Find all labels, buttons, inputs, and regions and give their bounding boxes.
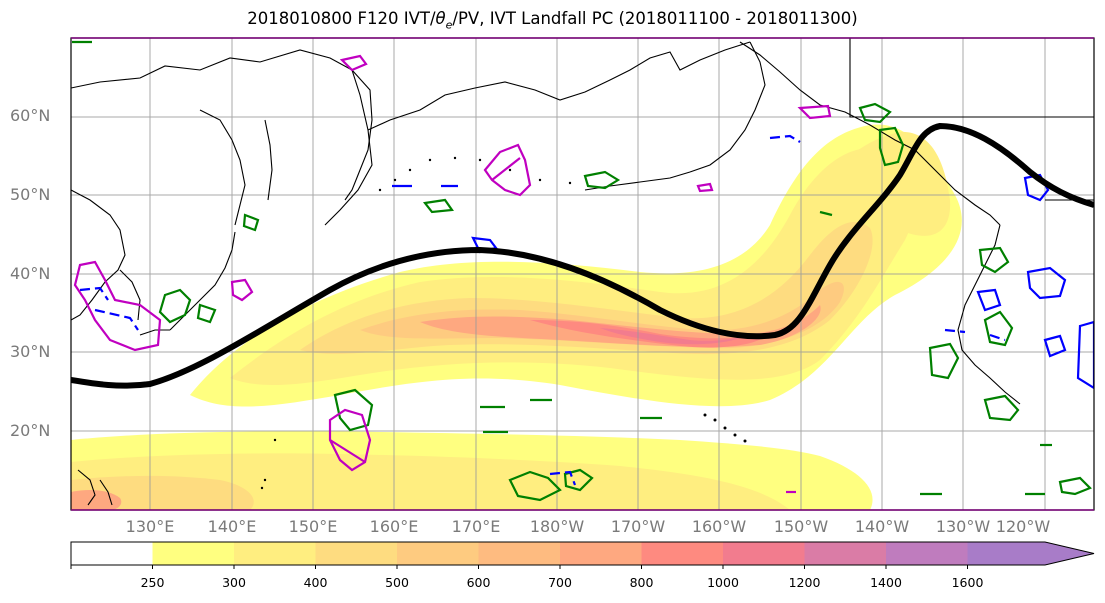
colorbar	[70, 541, 1095, 569]
colorbar-tick-label: 1600	[951, 575, 984, 590]
colorbar-tick-label: 600	[466, 575, 491, 590]
lat-label-20n: 20°N	[10, 421, 51, 440]
colorbar-segment	[71, 542, 153, 565]
green-contours	[72, 40, 1092, 502]
lon-label-160w: 160°W	[691, 517, 747, 536]
colorbar-tick-label: 800	[629, 575, 654, 590]
colorbar-tick-label: 1000	[707, 575, 739, 590]
lon-label-140w: 140°W	[854, 517, 910, 536]
map-title: 2018010800 F120 IVT/θe/PV, IVT Landfall …	[247, 9, 858, 32]
lon-label-130w: 130°W	[935, 517, 991, 536]
colorbar-extend-arrow	[967, 542, 1094, 565]
colorbar-segment	[560, 542, 642, 565]
lon-label-120w: 120°W	[995, 517, 1051, 536]
colorbar-outline	[70, 541, 1095, 566]
colorbar-tick-label: 500	[385, 575, 409, 590]
blue-contours	[79, 134, 1094, 486]
lat-label-50n: 50°N	[10, 185, 51, 204]
lat-label-40n: 40°N	[10, 264, 51, 283]
islands	[260, 156, 747, 490]
colorbar-segment	[641, 542, 724, 565]
lat-label-30n: 30°N	[10, 342, 51, 361]
lat-label-60n: 60°N	[10, 106, 51, 125]
lon-label-180w: 180°W	[529, 517, 585, 536]
lon-label-140e: 140°E	[207, 517, 257, 536]
colorbar-tick-label: 700	[548, 575, 572, 590]
colorbar-tick-label: 400	[303, 575, 328, 590]
colorbar-segment	[478, 542, 561, 565]
colorbar-segment	[397, 542, 479, 565]
colorbar-tick-label: 1200	[788, 575, 821, 590]
colorbar-segment	[804, 542, 887, 565]
colorbar-tick-label: 250	[140, 575, 165, 590]
coastlines	[71, 38, 1094, 506]
colorbar-tick-label: 1400	[870, 575, 902, 590]
lon-label-150e: 150°E	[288, 517, 338, 536]
lon-label-170e: 170°E	[451, 517, 501, 536]
colorbar-segment	[723, 542, 805, 565]
colorbar-tick-label: 300	[222, 575, 246, 590]
lon-label-160e: 160°E	[369, 517, 419, 536]
colorbar-segment	[886, 542, 968, 565]
lon-label-130e: 130°E	[125, 517, 175, 536]
colorbar-segment	[315, 542, 398, 565]
colorbar-segment	[152, 542, 235, 565]
lon-label-170w: 170°W	[610, 517, 666, 536]
ivt-landfall-pc-line	[71, 122, 1094, 389]
colorbar-segment	[234, 542, 316, 565]
lon-label-150w: 150°W	[773, 517, 829, 536]
pv-contours	[73, 54, 832, 494]
map-canvas	[71, 38, 1094, 510]
